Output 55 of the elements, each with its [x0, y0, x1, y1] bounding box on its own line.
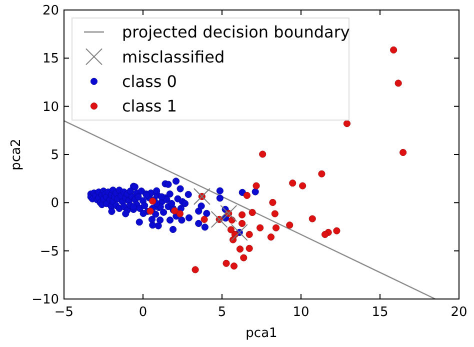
point	[390, 46, 398, 54]
x-tick-label: 0	[138, 305, 148, 320]
y-axis-title: pca2	[9, 138, 24, 170]
point	[230, 262, 238, 270]
point	[238, 220, 246, 228]
point	[321, 230, 329, 238]
point	[220, 204, 238, 222]
y-tick-label: 5	[50, 148, 59, 164]
point	[243, 192, 251, 199]
point	[333, 227, 340, 234]
point	[252, 182, 260, 190]
point	[240, 254, 248, 262]
x-tick-label: 5	[218, 305, 226, 320]
legend-label: class 1	[122, 96, 177, 116]
point	[146, 208, 154, 215]
legend-label: misclassified	[122, 47, 225, 66]
point	[299, 182, 306, 190]
point	[400, 148, 407, 156]
point	[318, 170, 326, 178]
x-tick-label: 15	[372, 305, 388, 320]
point	[394, 80, 402, 87]
point	[176, 210, 184, 218]
x-tick-label: 10	[292, 305, 310, 320]
point	[248, 208, 256, 216]
x-axis-title: pca1	[246, 326, 278, 341]
point	[227, 226, 235, 234]
point	[286, 222, 294, 229]
point	[267, 234, 275, 241]
y-tick-label: 0	[50, 196, 59, 212]
point	[192, 266, 199, 274]
point	[210, 210, 228, 228]
x-tick-label: 20	[450, 305, 468, 320]
legend-label: projected decision boundary	[122, 22, 350, 42]
point	[222, 260, 230, 267]
point	[271, 210, 278, 218]
point	[246, 230, 253, 238]
y-tick-label: 20	[42, 4, 59, 19]
point	[269, 198, 276, 206]
point	[272, 224, 280, 232]
point	[256, 224, 264, 232]
point	[343, 120, 351, 128]
point	[238, 211, 246, 218]
point	[289, 180, 296, 187]
point	[193, 188, 210, 205]
legend-label: class 0	[122, 72, 177, 91]
y-tick-label: 10	[42, 100, 59, 115]
point	[236, 246, 244, 253]
y-tick-label: −5	[40, 244, 59, 260]
point	[259, 150, 266, 158]
point	[246, 244, 253, 252]
point	[230, 224, 248, 241]
y-tick-label: 15	[42, 52, 59, 67]
point	[200, 216, 208, 223]
point	[308, 215, 316, 222]
y-tick-label: −10	[32, 292, 59, 308]
